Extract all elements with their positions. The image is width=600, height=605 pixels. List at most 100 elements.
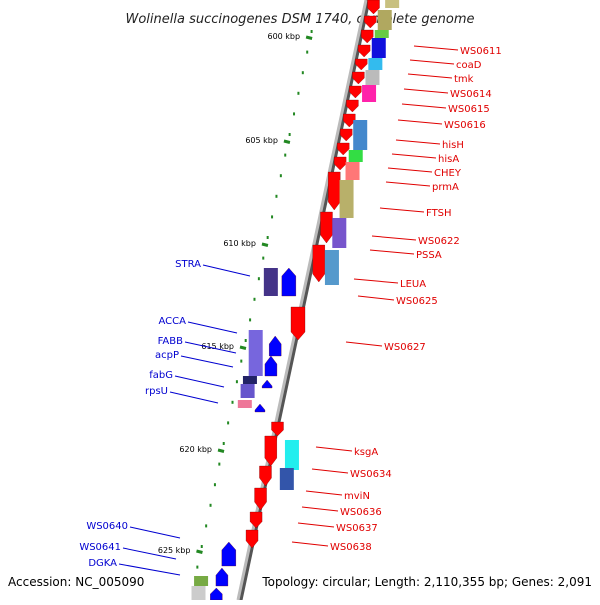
tick-label: 615 kbp [201,342,234,351]
domain-box [237,400,252,408]
gene-label-forward: ksgA [354,447,378,458]
accession-text: Accession: NC_005090 [8,575,144,589]
domain-box [263,268,278,296]
gene-arrow [320,211,333,244]
gene-label-forward: WS0625 [396,296,438,307]
gene-arrow [367,0,380,15]
tick-label: 620 kbp [179,445,212,454]
label-leader [169,391,219,404]
label-leader [129,526,181,539]
minor-tick [284,153,287,157]
tick-mark [305,35,313,40]
gene-label-forward: CHEY [434,168,462,179]
gene-arrow [221,541,236,567]
domain-box [385,0,400,8]
gene-labels: WS0611 coaD tmk WS0614 WS0615 WS0616 hisH hisA C… [79,45,502,576]
gene-label-reverse: acpP [155,350,179,361]
gene-arrow [340,128,353,142]
gene-label-reverse: rpsU [145,386,168,397]
gene-label-forward: WS0615 [448,104,490,115]
label-leader [301,506,339,512]
minor-tick [310,30,313,33]
label-leader [369,249,415,255]
gene-label-reverse: STRA [175,259,201,270]
tick-label: 625 kbp [158,546,191,555]
gene-label-forward: WS0614 [450,89,492,100]
gene-arrow [264,355,278,377]
gene-arrow [271,421,284,437]
domain-box [348,150,363,162]
label-leader [401,103,447,109]
tick-mark [196,549,203,554]
label-leader [174,375,225,388]
minor-tick [235,380,238,384]
tick-mark [261,242,269,247]
gene-arrow [333,156,347,171]
tick-mark [283,139,291,144]
gene-label-forward: WS0611 [460,46,502,57]
label-leader [297,522,335,528]
gene-label-reverse: ACCA [159,316,187,327]
minor-tick [222,442,225,445]
gene-arrow [210,587,223,601]
tick-label: 605 kbp [245,136,278,145]
label-leader [407,73,453,79]
label-leader [357,295,395,301]
gene-label-forward: WS0634 [350,469,392,480]
gene-arrow [254,403,266,413]
minor-tick [218,462,221,466]
gene-label-forward: hisA [438,154,459,165]
label-leader [391,153,437,159]
label-leader [409,59,455,65]
kbp-ticks: 600 kbp 605 kbp 610 kbp 615 kbp 620 kbp 625 k… [158,30,313,590]
label-leader [403,88,449,94]
gene-label-forward: WS0627 [384,342,426,353]
minor-tick [301,71,304,75]
domain-box [374,30,389,38]
label-leader [315,446,353,452]
gene-arrow [352,71,365,85]
label-leader [371,235,417,241]
gene-arrow [290,306,306,341]
minor-tick [213,483,216,487]
minor-tick [275,194,278,198]
domain-box [339,180,354,218]
genome-summary-text: Topology: circular; Length: 2,110,355 bp… [261,575,592,589]
gene-arrow [249,511,263,529]
minor-tick [249,318,252,322]
label-leader [180,355,234,368]
gene-arrow [259,465,272,487]
label-leader [345,341,383,347]
gene-label-forward: WS0616 [444,120,486,131]
gene-label-reverse: DGKA [88,558,117,569]
minor-tick [279,174,282,178]
domain-box [368,58,383,70]
gene-arrow [328,171,341,211]
gene-label-forward: hisH [442,140,464,151]
minor-tick [266,236,269,239]
gene-arrow [346,99,359,113]
label-leader [184,341,237,354]
label-leader [379,207,425,213]
tick-mark [239,345,247,350]
gene-label-forward: WS0622 [418,236,460,247]
tick-label: 610 kbp [223,239,256,248]
gene-label-forward: WS0637 [336,523,378,534]
minor-tick [297,91,300,95]
domain-box [191,586,206,600]
minor-tick [253,297,256,301]
domain-box [324,250,339,285]
gene-label-forward: FTSH [426,208,452,219]
domain-box [377,10,392,30]
label-leader [202,264,251,277]
minor-tick [196,565,199,569]
map-title: Wolinella succinogenes DSM 1740, complet… [125,12,474,27]
domain-box [242,376,257,384]
label-leader [291,541,329,547]
gene-arrow [361,29,374,44]
domain-box [248,330,263,376]
gene-arrow [254,487,267,511]
gene-label-forward: WS0636 [340,507,382,518]
minor-tick [231,400,234,404]
